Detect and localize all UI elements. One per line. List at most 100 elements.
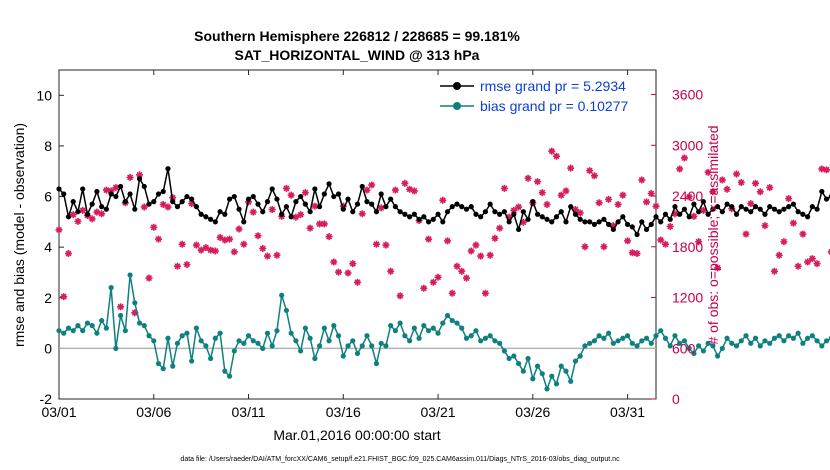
rmse-point-97 [515, 226, 522, 233]
bias-point-24 [170, 363, 176, 369]
obs-point-68 [377, 204, 385, 212]
rmse-point-31 [203, 214, 209, 220]
bias-point-9 [99, 317, 105, 324]
y-tick-label-0: -2 [40, 391, 53, 407]
rmse-point-148 [757, 206, 763, 212]
bias-point-66 [369, 343, 375, 349]
obs-point-53 [306, 224, 314, 232]
obs-point-66 [368, 181, 376, 189]
rmse-point-47 [279, 211, 285, 217]
obs-point-43 [259, 244, 267, 252]
obs-point-102 [538, 189, 546, 197]
bias-point-49 [288, 330, 294, 336]
obs-point-0 [55, 226, 63, 234]
bias-point-95 [506, 355, 512, 362]
bias-point-157 [800, 340, 806, 346]
bias-point-112 [587, 340, 593, 346]
bias-point-14 [122, 328, 128, 334]
obs-point-119 [619, 191, 627, 199]
rmse-point-26 [179, 199, 185, 205]
bias-point-133 [686, 345, 692, 351]
bias-point-39 [241, 340, 247, 346]
obs-point-149 [761, 222, 769, 230]
bias-point-102 [539, 371, 545, 377]
obs-point-84 [453, 262, 461, 270]
rmse-point-134 [691, 201, 697, 207]
rmse-point-46 [274, 196, 280, 202]
rmse-point-107 [563, 219, 569, 225]
rmse-point-48 [283, 204, 290, 210]
obs-point-20 [150, 223, 158, 231]
obs-point-41 [249, 208, 257, 216]
rmse-point-69 [383, 204, 389, 210]
rmse-point-146 [748, 209, 754, 215]
bias-series-points [56, 272, 830, 392]
obs-point-152 [775, 251, 783, 259]
x-tick-label-3: 03/16 [326, 404, 361, 420]
rmse-point-38 [236, 206, 242, 212]
bias-point-27 [184, 330, 190, 336]
y-right-tick-labels: 0 600 1200 1800 2400 3000 3600 [672, 87, 703, 407]
obs-point-70 [387, 267, 395, 275]
rmse-point-13 [117, 183, 124, 190]
rmse-point-71 [392, 204, 399, 210]
obs-point-124 [643, 198, 651, 206]
rmse-point-118 [615, 219, 621, 225]
obs-point-71 [391, 186, 399, 194]
rmse-point-34 [217, 209, 223, 215]
rmse-point-21 [155, 191, 162, 197]
bias-point-60 [340, 353, 346, 359]
bias-point-148 [757, 343, 763, 349]
rmse-point-157 [800, 211, 806, 217]
bias-point-109 [572, 358, 579, 364]
rmse-point-155 [790, 201, 797, 207]
bias-point-154 [786, 333, 792, 339]
rmse-point-154 [786, 204, 792, 210]
bias-point-135 [696, 343, 702, 349]
rmse-point-18 [141, 183, 147, 190]
rmse-point-5 [80, 186, 86, 192]
bias-point-107 [563, 368, 569, 374]
bias-point-79 [430, 325, 436, 331]
rmse-point-53 [307, 209, 313, 215]
obs-point-31 [202, 244, 210, 252]
rmse-point-144 [738, 204, 744, 210]
bias-point-68 [378, 340, 384, 346]
obs-point-105 [553, 152, 560, 160]
bias-point-38 [236, 338, 242, 344]
obs-point-56 [320, 220, 328, 228]
rmse-point-8 [94, 188, 100, 195]
obs-point-87 [467, 247, 475, 255]
obs-point-144 [737, 178, 745, 186]
bias-point-63 [354, 350, 361, 357]
bias-point-16 [132, 300, 138, 306]
bias-point-80 [435, 330, 441, 336]
rmse-point-81 [440, 219, 446, 225]
obs-point-103 [543, 200, 551, 208]
obs-point-83 [448, 289, 456, 297]
obs-point-45 [268, 206, 276, 214]
obs-point-108 [567, 164, 575, 172]
bias-point-160 [814, 338, 820, 344]
bias-point-103 [544, 386, 550, 392]
rmse-point-66 [369, 201, 375, 207]
rmse-point-150 [767, 204, 773, 210]
bias-point-7 [89, 323, 95, 329]
bias-point-30 [198, 338, 204, 344]
obs-point-162 [823, 166, 830, 174]
bias-point-124 [643, 335, 650, 341]
bias-point-56 [321, 325, 327, 331]
bias-point-45 [269, 343, 275, 349]
obs-point-13 [117, 303, 125, 311]
obs-point-107 [562, 187, 570, 195]
obs-point-29 [192, 241, 200, 249]
legend: rmse grand pr = 5.2934 bias grand pr = 0… [440, 78, 628, 114]
rmse-point-84 [454, 201, 460, 207]
rmse-point-51 [298, 193, 304, 200]
rmse-point-67 [373, 209, 380, 215]
bias-point-108 [568, 378, 574, 384]
bias-point-127 [658, 328, 664, 334]
obs-point-146 [747, 200, 755, 208]
bias-point-99 [525, 355, 531, 362]
x-tick-label-1: 03/06 [136, 404, 171, 420]
